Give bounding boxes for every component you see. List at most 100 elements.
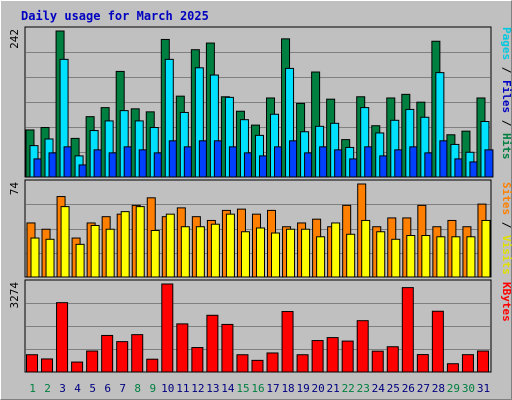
day-label: 28	[432, 382, 445, 395]
kbytes-bar	[26, 354, 38, 373]
sites-bar	[346, 233, 356, 278]
day-label: 14	[221, 382, 235, 395]
hits-files-pages-legend: Pages / Files / Hits	[500, 27, 512, 160]
day-label: 4	[74, 382, 81, 395]
day-label: 23	[357, 382, 370, 395]
day-label: 24	[372, 382, 386, 395]
sites-bar	[120, 211, 130, 278]
day-label: 3	[59, 382, 66, 395]
sites-bar	[90, 224, 100, 278]
sites-bar	[271, 232, 281, 278]
day-label: 31	[477, 382, 490, 395]
hits-files-pages-panel: 242 Pages / Files / Hits	[8, 26, 512, 178]
visits-sites-max-label: 74	[8, 182, 21, 196]
day-label: 25	[387, 382, 400, 395]
legend-entry: /	[500, 113, 512, 133]
kbytes-bar	[461, 354, 474, 373]
kbytes-bar	[281, 311, 294, 373]
legend-entry: Files	[500, 80, 512, 113]
legend-entry: /	[500, 60, 512, 80]
sites-bar	[180, 226, 190, 278]
sites-bar	[210, 223, 220, 278]
day-label: 12	[191, 382, 204, 395]
day-label: 7	[119, 382, 126, 395]
sites-bar	[135, 206, 145, 278]
kbytes-bar	[236, 354, 249, 373]
pages-bar	[484, 149, 494, 178]
kbytes-bar	[371, 350, 384, 373]
visits-sites-panel: 74 Sites / Visits	[8, 179, 512, 278]
sites-bar	[150, 230, 160, 278]
kbytes-bar	[86, 350, 99, 373]
kbytes-panel: 3274 KBytes	[8, 279, 512, 373]
kbytes-bar	[251, 359, 264, 373]
day-label: 13	[206, 382, 219, 395]
sites-bar	[391, 238, 401, 278]
sites-bar	[286, 228, 296, 278]
kbytes-bar	[161, 283, 174, 373]
day-label: 11	[176, 382, 189, 395]
kbytes-bar	[266, 352, 279, 373]
day-label: 2	[44, 382, 51, 395]
x-axis-day-labels: 1 2 3 4 5 6 7 8 9 10 11 12 13 14 15 16 17 18 19 20 21 22 23 24 2…	[29, 382, 490, 395]
kbytes-bar	[116, 341, 129, 373]
kbytes-bar	[431, 310, 444, 373]
day-label: 27	[417, 382, 430, 395]
sites-bar	[255, 227, 265, 278]
sites-bar	[376, 231, 386, 278]
sites-bar	[421, 235, 431, 278]
legend-entry: /	[500, 215, 512, 235]
sites-bar	[75, 243, 85, 278]
sites-bar	[30, 237, 40, 278]
kbytes-bar	[296, 354, 309, 373]
sites-bar	[361, 219, 371, 278]
legend-entry: Hits	[500, 133, 512, 160]
visits-sites-legend: Sites / Visits	[500, 182, 512, 275]
kbytes-bar	[326, 337, 339, 373]
day-label: 29	[447, 382, 460, 395]
kbytes-bar	[71, 361, 84, 373]
sites-bar	[301, 228, 311, 278]
day-label: 20	[312, 382, 325, 395]
day-label: 1	[29, 382, 36, 395]
kbytes-legend: KBytes	[500, 282, 512, 322]
day-label: 8	[134, 382, 141, 395]
kbytes-bar	[101, 334, 114, 373]
kbytes-bar	[131, 334, 144, 373]
kbytes-bar	[56, 302, 69, 373]
sites-bar	[406, 235, 416, 278]
day-label: 26	[402, 382, 415, 395]
kbytes-bar	[206, 314, 219, 373]
legend-entry: Pages	[500, 27, 512, 60]
kbytes-bar	[386, 346, 399, 373]
day-label: 15	[236, 382, 249, 395]
sites-bar	[225, 213, 235, 278]
sites-bar	[466, 236, 476, 278]
sites-bar	[60, 206, 70, 278]
day-label: 18	[281, 382, 294, 395]
kbytes-bar	[416, 354, 429, 373]
day-label: 17	[266, 382, 279, 395]
day-label: 21	[327, 382, 340, 395]
day-label: 22	[342, 382, 355, 395]
sites-bar	[240, 231, 250, 278]
sites-bar	[436, 236, 446, 278]
hits-files-pages-max-label: 242	[8, 29, 21, 49]
legend-entry: KBytes	[500, 282, 512, 322]
sites-bar	[451, 236, 461, 278]
sites-bar	[481, 219, 491, 278]
sites-bar	[316, 236, 326, 278]
kbytes-bar	[221, 323, 234, 373]
kbytes-bar	[176, 323, 189, 373]
legend-entry: Visits	[500, 235, 512, 275]
sites-bar	[165, 213, 175, 278]
sites-bar	[195, 226, 205, 278]
day-label: 30	[462, 382, 475, 395]
legend-entry: Sites	[500, 182, 512, 215]
kbytes-bar	[341, 340, 354, 373]
day-label: 6	[104, 382, 111, 395]
kbytes-max-label: 3274	[8, 282, 21, 309]
day-label: 9	[149, 382, 156, 395]
day-label: 5	[89, 382, 96, 395]
